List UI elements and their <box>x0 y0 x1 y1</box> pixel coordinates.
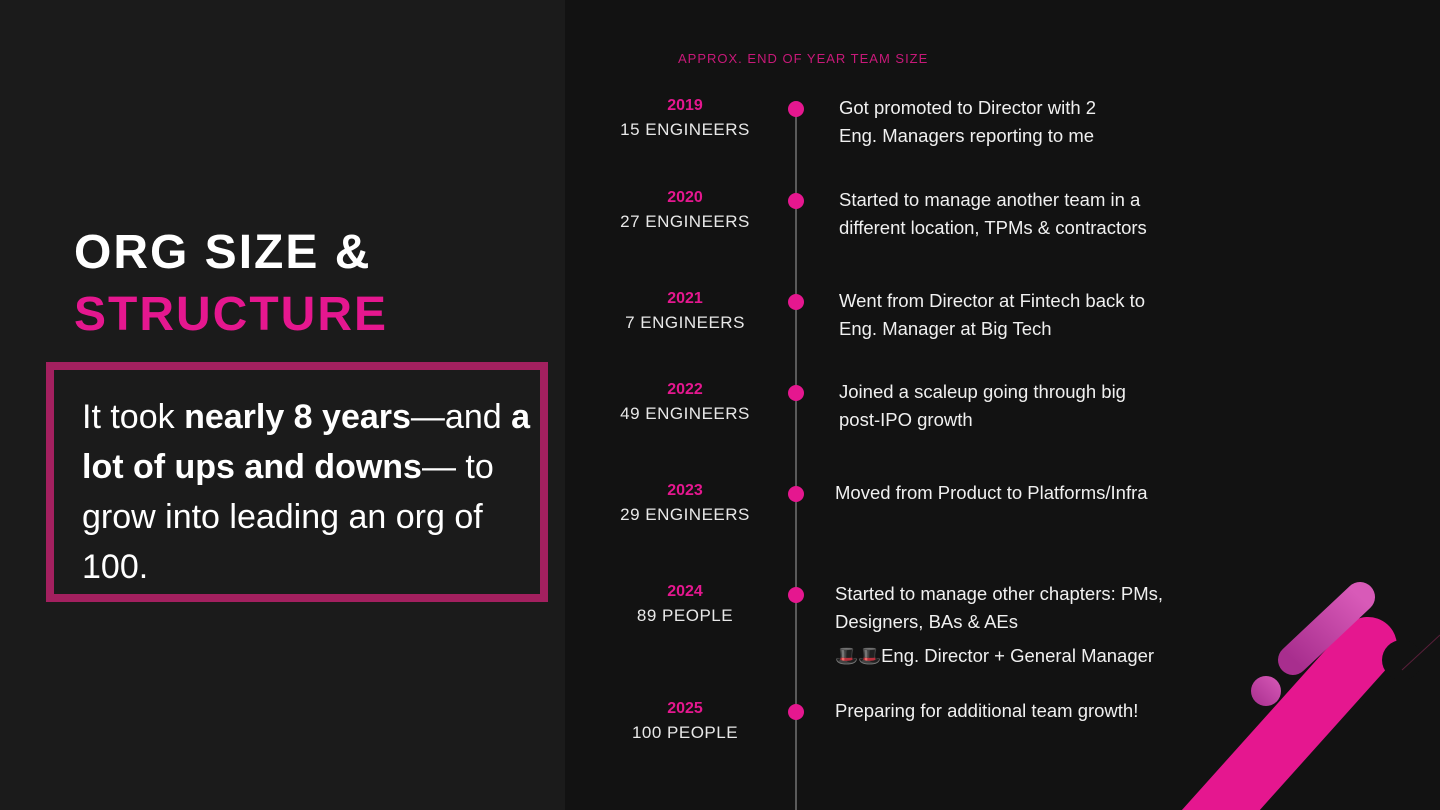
timeline-year: 2020 <box>667 189 703 206</box>
thin-line-shape <box>1401 634 1440 671</box>
description-text: Started to manage other chapters: PMs, D… <box>835 583 1164 632</box>
purple-dot-shape <box>1251 676 1281 706</box>
description-extra: 🎩🎩Eng. Director + General Manager <box>835 645 1155 666</box>
description-text: Got promoted to Director with 2 Eng. Man… <box>839 97 1097 146</box>
timeline-dot <box>788 587 804 603</box>
timeline-dot <box>788 294 804 310</box>
timeline-year: 2024 <box>667 583 703 600</box>
page-title: ORG SIZE & STRUCTURE <box>74 222 388 346</box>
timeline-description: Went from Director at Fintech back to En… <box>839 287 1179 343</box>
timeline-description: Preparing for additional team growth! <box>835 697 1235 725</box>
title-line-1: ORG SIZE & <box>74 226 372 279</box>
description-text: Moved from Product to Platforms/Infra <box>835 482 1148 503</box>
team-size: 49 ENGINEERS <box>620 404 750 423</box>
timeline-header: APPROX. END OF YEAR TEAM SIZE <box>678 51 929 66</box>
team-size: 100 PEOPLE <box>631 723 739 742</box>
pink-band-shape <box>1181 617 1397 810</box>
team-size: 7 ENGINEERS <box>625 313 745 332</box>
team-size: 15 ENGINEERS <box>620 120 750 139</box>
timeline-description: Joined a scaleup going through big post-… <box>839 378 1139 434</box>
timeline-dot <box>788 385 804 401</box>
title-line-2: STRUCTURE <box>74 288 388 341</box>
summary-part: It took <box>82 398 185 436</box>
timeline-year: 2021 <box>667 290 703 307</box>
description-text: Joined a scaleup going through big post-… <box>839 381 1126 430</box>
summary-part: —and <box>410 398 512 436</box>
timeline-dot <box>788 704 804 720</box>
team-size: 27 ENGINEERS <box>620 212 750 231</box>
team-size: 89 PEOPLE <box>636 606 734 625</box>
timeline-dot <box>788 486 804 502</box>
description-text: Started to manage another team in a diff… <box>839 189 1147 238</box>
team-size: 29 ENGINEERS <box>620 505 750 524</box>
purple-pill-shape <box>1278 582 1375 675</box>
timeline-dot <box>788 101 804 117</box>
summary-bold: nearly 8 years <box>184 398 411 436</box>
timeline-year: 2022 <box>667 381 703 398</box>
timeline-description: Got promoted to Director with 2 Eng. Man… <box>839 94 1139 150</box>
left-panel <box>0 0 565 810</box>
timeline-description: Moved from Product to Platforms/Infra <box>835 479 1235 507</box>
summary-bold: a lot of ups and downs <box>82 398 531 486</box>
timeline-dot <box>788 193 804 209</box>
summary-part: — to grow into leading an org of 100. <box>82 448 494 586</box>
timeline-year: 2019 <box>667 97 703 114</box>
description-text: Went from Director at Fintech back to En… <box>839 290 1146 339</box>
description-text: Preparing for additional team growth! <box>835 700 1139 721</box>
summary-text: It took nearly 8 years—and a lot of ups … <box>82 392 542 592</box>
timeline-year: 2023 <box>667 482 703 499</box>
summary-box: It took nearly 8 years—and a lot of ups … <box>46 362 548 602</box>
timeline-axis <box>795 108 797 810</box>
timeline-description: Started to manage another team in a diff… <box>839 186 1189 242</box>
timeline-description: Started to manage other chapters: PMs, D… <box>835 580 1205 670</box>
notch-shape <box>1382 640 1422 680</box>
timeline-year: 2025 <box>667 700 703 717</box>
